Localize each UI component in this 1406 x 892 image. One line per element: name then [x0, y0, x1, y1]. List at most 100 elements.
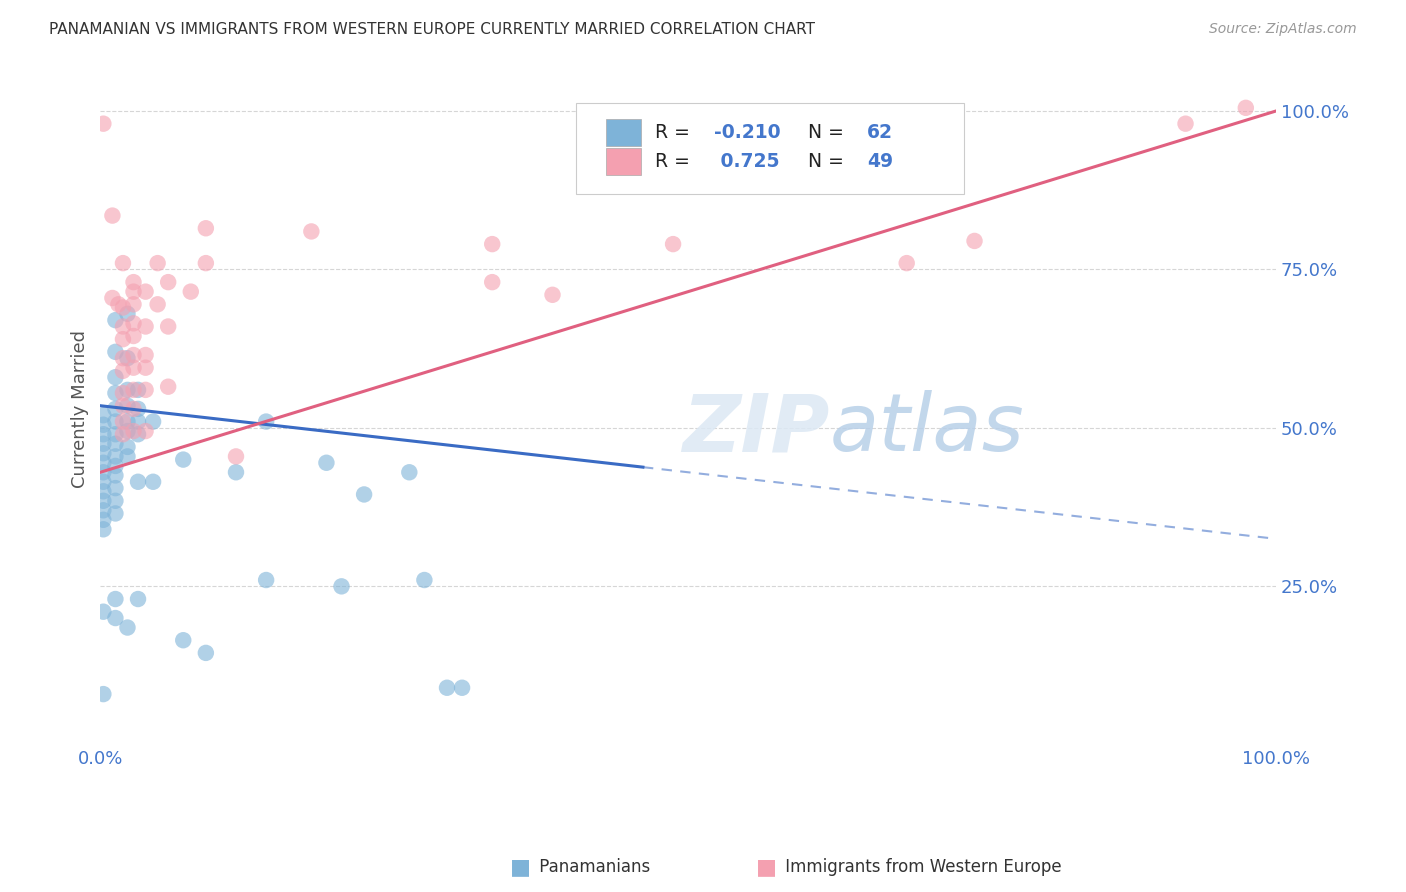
- Point: [111, 332, 134, 346]
- Point: [104, 458, 127, 473]
- Point: [194, 646, 217, 660]
- Point: [117, 440, 139, 454]
- Point: [93, 408, 115, 422]
- Point: [142, 415, 165, 429]
- Text: 49: 49: [868, 153, 893, 171]
- Text: R =: R =: [655, 122, 696, 142]
- Point: [93, 503, 115, 517]
- Point: [111, 427, 134, 442]
- Point: [104, 592, 127, 607]
- Point: [353, 487, 375, 501]
- Text: Source: ZipAtlas.com: Source: ZipAtlas.com: [1209, 22, 1357, 37]
- Point: [254, 573, 277, 587]
- Point: [104, 468, 127, 483]
- Point: [104, 386, 127, 401]
- Point: [135, 319, 157, 334]
- Point: [299, 224, 322, 238]
- Text: Immigrants from Western Europe: Immigrants from Western Europe: [780, 858, 1062, 876]
- Point: [225, 450, 247, 464]
- Point: [104, 401, 127, 416]
- Point: [111, 301, 134, 315]
- Point: [117, 450, 139, 464]
- Point: [127, 383, 149, 397]
- Point: [93, 465, 115, 479]
- Point: [194, 221, 217, 235]
- Point: [146, 297, 169, 311]
- Point: [117, 621, 139, 635]
- Text: R =: R =: [655, 153, 696, 171]
- Text: PANAMANIAN VS IMMIGRANTS FROM WESTERN EUROPE CURRENTLY MARRIED CORRELATION CHART: PANAMANIAN VS IMMIGRANTS FROM WESTERN EU…: [49, 22, 815, 37]
- Point: [315, 456, 337, 470]
- Point: [122, 348, 145, 362]
- Y-axis label: Currently Married: Currently Married: [72, 330, 89, 488]
- Point: [963, 234, 986, 248]
- Point: [127, 401, 149, 416]
- Point: [398, 465, 420, 479]
- Point: [127, 415, 149, 429]
- Text: 0.725: 0.725: [714, 153, 779, 171]
- Point: [330, 579, 353, 593]
- Point: [104, 344, 127, 359]
- Point: [93, 417, 115, 432]
- Point: [157, 380, 180, 394]
- Point: [146, 256, 169, 270]
- Point: [135, 285, 157, 299]
- Point: [117, 307, 139, 321]
- Point: [104, 313, 127, 327]
- Point: [101, 209, 124, 223]
- Point: [172, 452, 194, 467]
- Point: [111, 399, 134, 413]
- Point: [122, 424, 145, 438]
- Point: [93, 456, 115, 470]
- Point: [481, 237, 503, 252]
- Point: [157, 275, 180, 289]
- Point: [436, 681, 458, 695]
- Point: [122, 275, 145, 289]
- Point: [111, 415, 134, 429]
- Point: [122, 316, 145, 330]
- Point: [1234, 101, 1257, 115]
- Point: [122, 329, 145, 343]
- Point: [135, 348, 157, 362]
- Point: [117, 383, 139, 397]
- Point: [93, 436, 115, 450]
- Bar: [606, 148, 641, 175]
- Point: [93, 484, 115, 499]
- Point: [111, 256, 134, 270]
- Point: [135, 383, 157, 397]
- Text: ■: ■: [756, 857, 776, 877]
- Point: [1174, 117, 1197, 131]
- Text: ■: ■: [510, 857, 530, 877]
- Point: [122, 383, 145, 397]
- Point: [104, 481, 127, 495]
- Text: -0.210: -0.210: [714, 122, 780, 142]
- Point: [93, 513, 115, 527]
- Point: [122, 360, 145, 375]
- Point: [93, 117, 115, 131]
- Point: [104, 450, 127, 464]
- Point: [107, 297, 129, 311]
- Point: [104, 370, 127, 384]
- Bar: [606, 119, 641, 145]
- Point: [541, 288, 564, 302]
- Point: [157, 319, 180, 334]
- Point: [104, 427, 127, 442]
- Point: [413, 573, 436, 587]
- Point: [93, 522, 115, 536]
- Point: [111, 319, 134, 334]
- Point: [172, 633, 194, 648]
- Point: [896, 256, 918, 270]
- Point: [93, 605, 115, 619]
- Point: [104, 436, 127, 450]
- Point: [662, 237, 685, 252]
- Point: [127, 592, 149, 607]
- Text: N =: N =: [808, 153, 851, 171]
- Text: atlas: atlas: [830, 390, 1024, 468]
- Point: [481, 275, 503, 289]
- Point: [117, 399, 139, 413]
- Point: [104, 415, 127, 429]
- Point: [254, 415, 277, 429]
- Point: [127, 427, 149, 442]
- Point: [225, 465, 247, 479]
- Point: [117, 424, 139, 438]
